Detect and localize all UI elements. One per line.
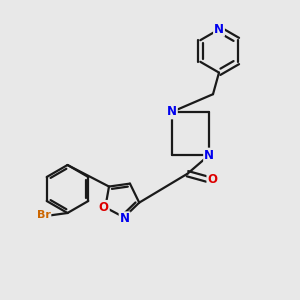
Text: N: N xyxy=(204,148,214,162)
Text: Br: Br xyxy=(37,210,50,220)
Text: N: N xyxy=(167,105,177,119)
Text: O: O xyxy=(207,172,218,186)
Text: O: O xyxy=(99,201,109,214)
Text: N: N xyxy=(214,23,224,36)
Text: N: N xyxy=(120,212,130,225)
